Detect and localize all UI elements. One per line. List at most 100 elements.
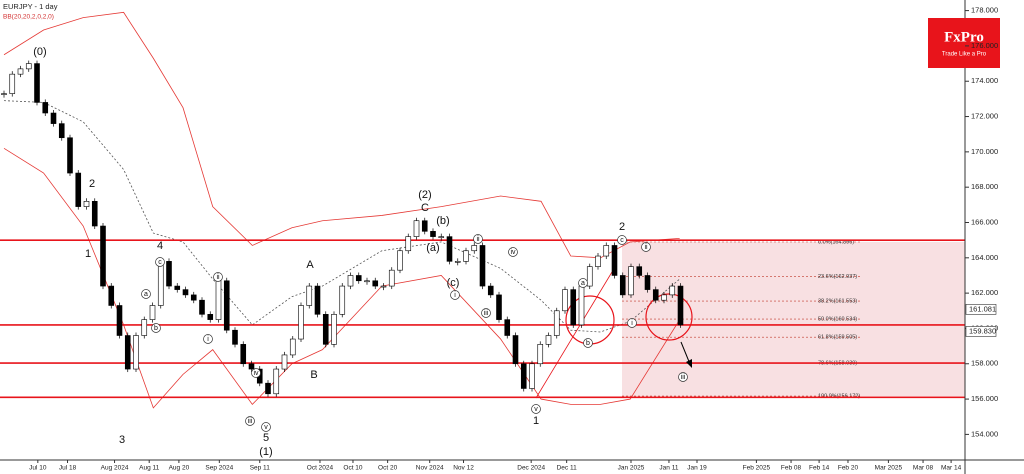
wave-circle bbox=[641, 242, 651, 252]
forecast-arrowhead bbox=[686, 359, 692, 368]
x-tick-label: Aug 11 bbox=[139, 465, 160, 472]
y-tick-label: 170.000 bbox=[971, 147, 998, 156]
candle bbox=[463, 250, 469, 262]
wave-label: iii bbox=[484, 310, 489, 317]
wave-label: b bbox=[154, 325, 158, 332]
x-tick-label: Mar 14 bbox=[941, 465, 962, 472]
candle bbox=[298, 305, 304, 340]
wave-circle bbox=[481, 308, 491, 318]
candle bbox=[149, 305, 156, 320]
wave-label: 2 bbox=[89, 178, 95, 190]
candle bbox=[388, 269, 395, 287]
wave-circle bbox=[627, 318, 637, 328]
candle bbox=[9, 73, 16, 94]
candle bbox=[157, 261, 164, 306]
candle bbox=[289, 338, 296, 356]
candle bbox=[372, 280, 379, 287]
wave-label: a bbox=[144, 291, 148, 298]
candle bbox=[50, 112, 57, 124]
wave-label: iii bbox=[681, 374, 686, 381]
candle bbox=[611, 245, 618, 276]
candle bbox=[479, 245, 486, 287]
axes: 154.000156.000158.000160.000162.000164.0… bbox=[29, 6, 998, 472]
wave-label: (2) bbox=[418, 189, 431, 201]
x-tick-label: Feb 20 bbox=[838, 465, 859, 472]
y-tick-label: 168.000 bbox=[971, 182, 998, 191]
candle bbox=[322, 314, 329, 345]
x-tick-label: Aug 20 bbox=[169, 465, 190, 472]
candle bbox=[281, 354, 288, 370]
wave-circle bbox=[151, 323, 161, 333]
candle bbox=[603, 245, 610, 257]
wave-circle bbox=[213, 272, 223, 282]
candle bbox=[273, 368, 280, 395]
candle bbox=[182, 289, 189, 296]
candle bbox=[306, 285, 313, 306]
candle bbox=[545, 335, 552, 345]
wave-circle bbox=[141, 289, 151, 299]
candle bbox=[58, 123, 65, 139]
fib-label: 100.0%(156.172) bbox=[818, 393, 860, 399]
logo-tagline: Trade Like a Pro bbox=[942, 52, 987, 58]
band-upper bbox=[3, 11, 680, 259]
candle bbox=[562, 289, 568, 312]
chart-title: EURJPY - 1 day bbox=[3, 2, 58, 11]
wave-label: i bbox=[631, 320, 633, 327]
candle bbox=[512, 335, 519, 365]
logo-name: FxPro bbox=[944, 29, 984, 45]
y-tick-label: 174.000 bbox=[971, 76, 998, 85]
candle bbox=[190, 294, 197, 301]
candle bbox=[413, 220, 420, 237]
candle bbox=[166, 261, 172, 287]
wave-label: ii bbox=[476, 236, 480, 243]
candle bbox=[504, 319, 511, 336]
wave-label: v bbox=[534, 406, 538, 413]
wave-circle bbox=[203, 334, 213, 344]
wave-label: 4 bbox=[157, 240, 163, 252]
x-tick-label: Jul 10 bbox=[29, 465, 47, 472]
x-tick-label: Feb 08 bbox=[781, 465, 802, 472]
candle bbox=[355, 275, 362, 282]
wave-circle bbox=[251, 368, 261, 378]
wave-label: (0) bbox=[33, 46, 46, 58]
candle bbox=[1, 93, 7, 95]
candle bbox=[595, 255, 601, 267]
candle bbox=[553, 310, 560, 336]
price-tag bbox=[965, 304, 997, 315]
candle bbox=[116, 305, 123, 336]
price-tag-label: 161.081 bbox=[969, 304, 996, 313]
x-tick-label: Jul 18 bbox=[59, 465, 77, 472]
x-tick-label: Mar 08 bbox=[913, 465, 934, 472]
candle bbox=[42, 102, 49, 114]
y-tick-label: 154.000 bbox=[971, 429, 998, 438]
candle bbox=[405, 236, 412, 252]
candle bbox=[75, 172, 82, 207]
wave-circle bbox=[531, 404, 541, 414]
candle bbox=[25, 63, 32, 70]
fib-label: 61.8%(159.505) bbox=[818, 335, 857, 341]
wave-label: ii bbox=[216, 274, 220, 281]
wave-circle bbox=[617, 235, 627, 245]
wave-label: i bbox=[454, 292, 456, 299]
candle bbox=[496, 294, 502, 320]
x-tick-label: Oct 20 bbox=[378, 465, 398, 472]
wave-label: b bbox=[586, 340, 590, 347]
candle bbox=[438, 236, 445, 238]
trend-line bbox=[535, 271, 613, 399]
wave-label: c bbox=[620, 237, 624, 244]
candle bbox=[17, 68, 24, 75]
candle bbox=[314, 285, 321, 315]
candle bbox=[265, 382, 271, 395]
candle bbox=[586, 266, 593, 287]
logo-box bbox=[928, 18, 1000, 68]
wave-label: B bbox=[310, 369, 317, 381]
fib-label: 50.0%(160.534) bbox=[818, 316, 857, 322]
fib-label: 23.6%(162.937) bbox=[818, 274, 857, 280]
wave-label: i bbox=[207, 336, 209, 343]
x-tick-label: Jan 2025 bbox=[618, 465, 645, 472]
x-tick-label: Nov 12 bbox=[453, 465, 474, 472]
y-tick-label: 158.000 bbox=[971, 359, 998, 368]
candle bbox=[430, 231, 436, 237]
highlight-circle bbox=[645, 293, 693, 341]
